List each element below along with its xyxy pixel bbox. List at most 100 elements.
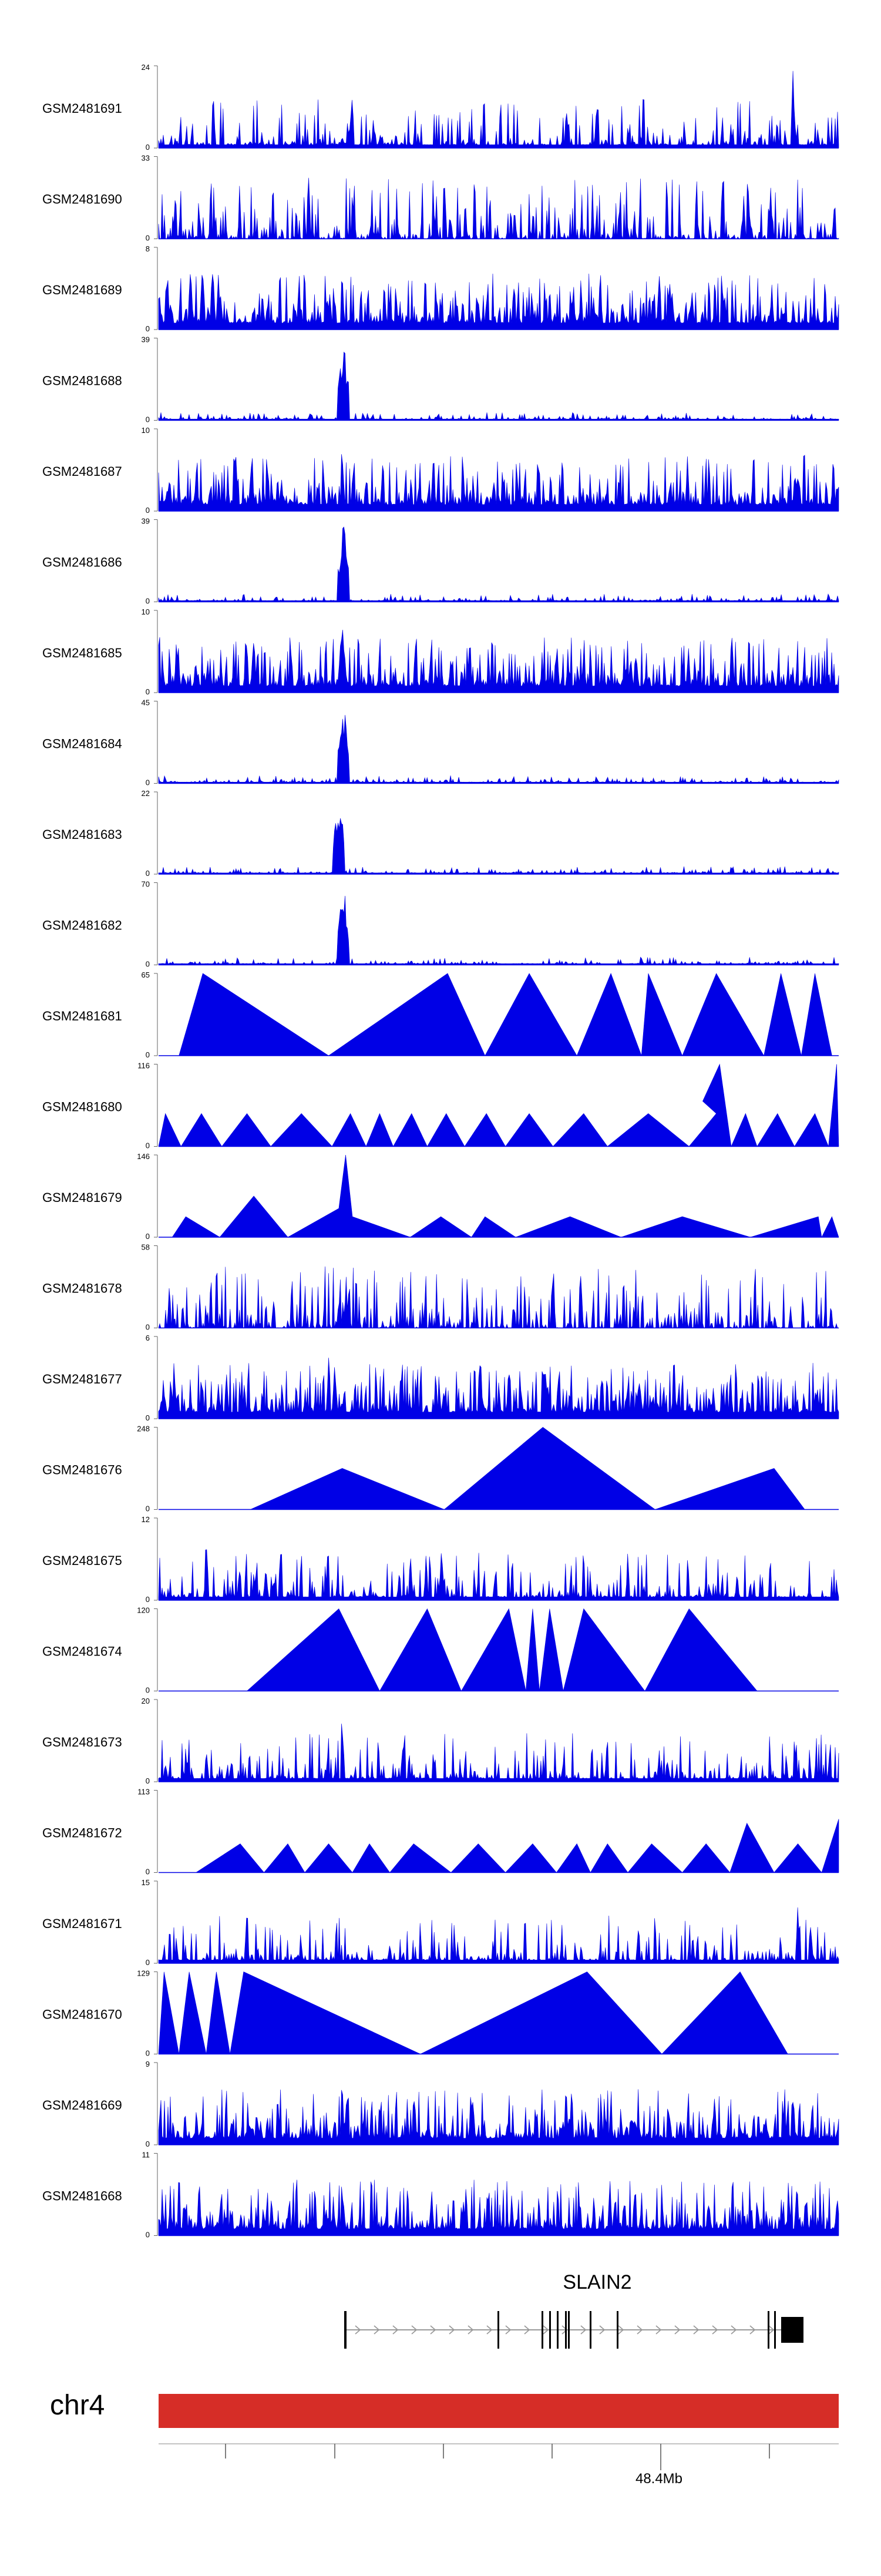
strand-arrow xyxy=(505,2325,512,2335)
track-GSM2481684: GSM2481684 45 0 xyxy=(42,698,839,787)
track-GSM2481678: GSM2481678 58 0 xyxy=(42,1243,839,1332)
y-max-label: 116 xyxy=(137,1062,150,1070)
track-label: GSM2481682 xyxy=(42,918,122,933)
y-max-label: 39 xyxy=(142,517,150,526)
strand-arrow xyxy=(374,2325,380,2335)
coverage-area xyxy=(250,1427,805,1510)
y-max-label: 113 xyxy=(137,1788,150,1796)
y-min-label: 0 xyxy=(146,324,150,333)
track-label: GSM2481687 xyxy=(42,464,122,479)
coverage-area xyxy=(158,1063,839,1147)
track-GSM2481670: GSM2481670 129 0 xyxy=(42,1969,839,2058)
coverage-area xyxy=(158,526,839,602)
strand-arrow xyxy=(637,2325,643,2335)
track-label: GSM2481683 xyxy=(42,827,122,842)
coverage-area xyxy=(195,1819,839,1873)
y-max-label: 15 xyxy=(142,1878,150,1887)
strand-arrow xyxy=(430,2325,436,2335)
exon xyxy=(565,2311,567,2349)
track-label: GSM2481680 xyxy=(42,1100,122,1114)
track-GSM2481688: GSM2481688 39 0 xyxy=(42,335,839,424)
strand-arrow xyxy=(731,2325,737,2335)
track-GSM2481685: GSM2481685 10 0 xyxy=(42,607,839,696)
y-min-label: 0 xyxy=(146,1504,150,1513)
track-label: GSM2481669 xyxy=(42,2098,122,2112)
track-GSM2481691: GSM2481691 24 0 xyxy=(42,63,839,152)
strand-arrow xyxy=(749,2325,756,2335)
track-GSM2481689: GSM2481689 8 0 xyxy=(42,244,839,333)
track-label: GSM2481676 xyxy=(42,1463,122,1477)
coverage-area xyxy=(158,630,839,693)
coverage-area xyxy=(158,177,839,240)
strand-arrow xyxy=(355,2325,361,2335)
coverage-area xyxy=(246,1608,758,1692)
tracks-group: GSM2481691240GSM2481690330GSM248168980GS… xyxy=(42,63,839,2239)
y-max-label: 22 xyxy=(142,789,150,798)
track-GSM2481680: GSM2481680 116 0 xyxy=(42,1062,839,1150)
strand-arrow xyxy=(693,2325,700,2335)
strand-arrow xyxy=(392,2325,399,2335)
coverage-area xyxy=(158,2089,839,2145)
coverage-area xyxy=(158,1549,839,1601)
track-GSM2481683: GSM2481683 22 0 xyxy=(42,789,839,878)
exon xyxy=(774,2311,776,2349)
track-label: GSM2481674 xyxy=(42,1644,122,1659)
y-min-label: 0 xyxy=(146,1232,150,1241)
coverage-area xyxy=(158,895,839,965)
track-GSM2481681: GSM2481681 65 0 xyxy=(42,970,839,1059)
y-max-label: 20 xyxy=(142,1697,150,1705)
y-min-label: 0 xyxy=(146,1868,150,1876)
strand-arrow xyxy=(486,2325,493,2335)
y-min-label: 0 xyxy=(146,778,150,787)
track-label: GSM2481690 xyxy=(42,192,122,207)
track-GSM2481686: GSM2481686 39 0 xyxy=(42,517,839,606)
coverage-area xyxy=(158,1907,839,1964)
track-GSM2481687: GSM2481687 10 0 xyxy=(42,426,839,515)
track-GSM2481672: GSM2481672 113 0 xyxy=(42,1788,839,1876)
y-min-label: 0 xyxy=(146,1776,150,1785)
coverage-area xyxy=(158,351,839,421)
gene-model: SLAIN2 xyxy=(344,2271,803,2349)
y-min-label: 0 xyxy=(146,2140,150,2148)
coverage-area xyxy=(158,2179,839,2236)
track-label: GSM2481670 xyxy=(42,2007,122,2022)
strand-arrow xyxy=(674,2325,681,2335)
chromosome-band xyxy=(159,2394,839,2428)
exon xyxy=(568,2311,570,2349)
track-label: GSM2481684 xyxy=(42,737,122,751)
track-label: GSM2481686 xyxy=(42,555,122,570)
coverage-area xyxy=(158,454,839,512)
track-label: GSM2481691 xyxy=(42,101,122,116)
y-max-label: 12 xyxy=(142,1515,150,1524)
track-label: GSM2481675 xyxy=(42,1553,122,1568)
y-min-label: 0 xyxy=(146,1323,150,1332)
ideogram: chr4 xyxy=(50,2390,839,2428)
strand-arrow xyxy=(543,2325,549,2335)
strand-arrow xyxy=(580,2325,587,2335)
gene-label: SLAIN2 xyxy=(563,2271,631,2293)
y-min-label: 0 xyxy=(146,1595,150,1604)
exon xyxy=(590,2311,591,2349)
coverage-area xyxy=(158,1724,839,1782)
coverage-area xyxy=(172,1154,839,1238)
y-min-label: 0 xyxy=(146,506,150,515)
y-max-label: 33 xyxy=(142,154,150,163)
y-max-label: 58 xyxy=(142,1243,150,1252)
genome-axis: 48.4Mb xyxy=(159,2443,839,2487)
coverage-area xyxy=(158,70,839,149)
track-GSM2481674: GSM2481674 120 0 xyxy=(42,1606,839,1695)
track-label: GSM2481668 xyxy=(42,2189,122,2204)
y-max-label: 24 xyxy=(142,63,150,72)
coverage-area xyxy=(158,273,839,330)
exon xyxy=(549,2311,551,2349)
track-GSM2481682: GSM2481682 70 0 xyxy=(42,880,839,969)
y-max-label: 45 xyxy=(142,698,150,707)
y-min-label: 0 xyxy=(146,415,150,424)
track-label: GSM2481681 xyxy=(42,1009,122,1023)
y-min-label: 0 xyxy=(146,2231,150,2239)
coverage-area xyxy=(158,1972,788,2054)
exon xyxy=(617,2311,618,2349)
track-GSM2481668: GSM2481668 11 0 xyxy=(42,2151,839,2239)
